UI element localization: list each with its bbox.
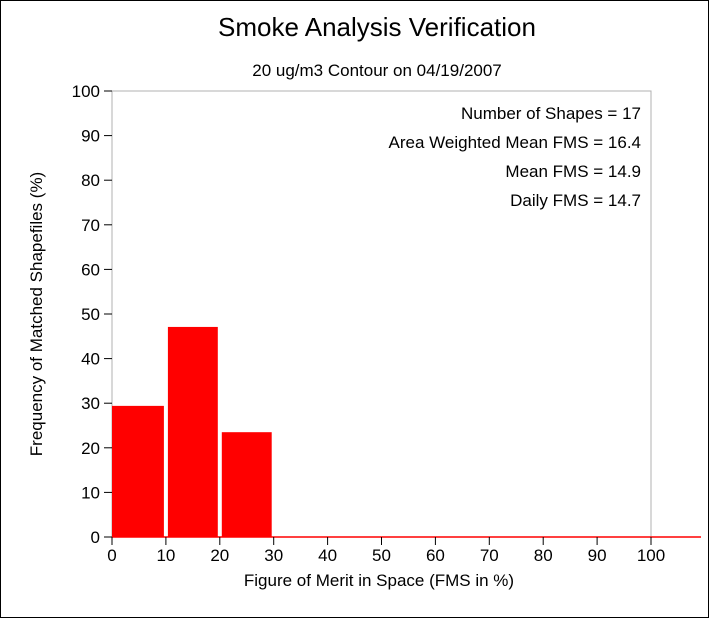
x-tick-label: 40 bbox=[318, 546, 337, 565]
stat-annotation: Area Weighted Mean FMS = 16.4 bbox=[389, 133, 641, 152]
x-tick-label: 80 bbox=[534, 546, 553, 565]
y-tick-label: 60 bbox=[81, 260, 100, 279]
x-tick-label: 0 bbox=[107, 546, 116, 565]
chart-title: Smoke Analysis Verification bbox=[218, 12, 536, 42]
y-tick-label: 70 bbox=[81, 216, 100, 235]
y-tick-label: 20 bbox=[81, 439, 100, 458]
chart-subtitle: 20 ug/m3 Contour on 04/19/2007 bbox=[252, 61, 502, 80]
stat-annotation: Daily FMS = 14.7 bbox=[510, 191, 641, 210]
histogram-bar bbox=[221, 432, 272, 537]
x-tick-label: 50 bbox=[372, 546, 391, 565]
y-tick-label: 30 bbox=[81, 394, 100, 413]
y-tick-label: 80 bbox=[81, 171, 100, 190]
plot-area: 0 10 20 30 40 50 60 70 80 90 100 0 10 20 30 40 50 60 70 80 9… bbox=[72, 82, 701, 565]
y-tick-label: 10 bbox=[81, 483, 100, 502]
x-tick-label: 60 bbox=[426, 546, 445, 565]
x-axis-label: Figure of Merit in Space (FMS in %) bbox=[244, 571, 514, 590]
y-tick-label: 40 bbox=[81, 350, 100, 369]
x-tick-label: 10 bbox=[156, 546, 175, 565]
y-tick-label: 50 bbox=[81, 305, 100, 324]
x-tick-label: 20 bbox=[210, 546, 229, 565]
y-tick-label: 0 bbox=[91, 528, 100, 547]
y-tick-label: 90 bbox=[81, 127, 100, 146]
x-tick-label: 70 bbox=[480, 546, 499, 565]
histogram-bar bbox=[167, 326, 218, 537]
stat-annotation: Mean FMS = 14.9 bbox=[505, 162, 641, 181]
stats-annotations: Number of Shapes = 17 Area Weighted Mean … bbox=[389, 104, 641, 210]
histogram-bar bbox=[112, 405, 164, 537]
y-tick-label: 100 bbox=[72, 82, 100, 101]
y-axis-label: Frequency of Matched Shapefiles (%) bbox=[27, 172, 46, 456]
stat-annotation: Number of Shapes = 17 bbox=[461, 104, 641, 123]
x-tick-label: 30 bbox=[264, 546, 283, 565]
x-tick-label: 100 bbox=[637, 546, 665, 565]
x-tick-label: 90 bbox=[588, 546, 607, 565]
